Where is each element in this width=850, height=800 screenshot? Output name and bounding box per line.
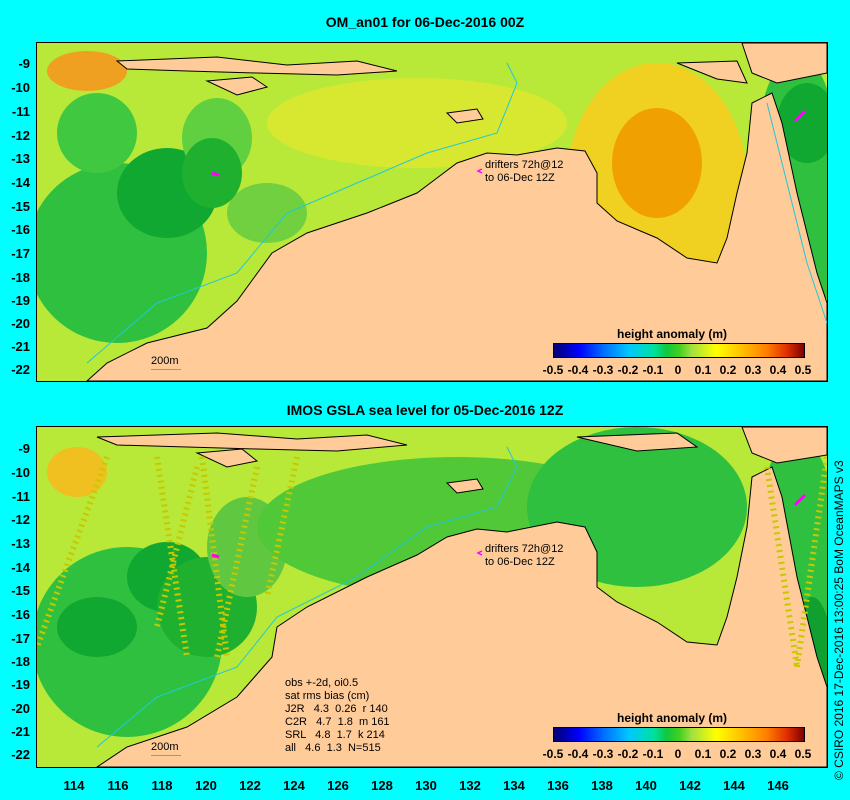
lat-label: -15: [11, 583, 30, 598]
lon-label: 146: [767, 778, 789, 793]
colorbar-tick: -0.2: [617, 363, 639, 377]
lon-label: 138: [591, 778, 613, 793]
colorbar-tick: 0.2: [719, 747, 737, 761]
colorbar-tick: -0.1: [642, 363, 664, 377]
lon-label: 128: [371, 778, 393, 793]
lat-label: -21: [11, 339, 30, 354]
colorbar-tick: -0.4: [567, 747, 589, 761]
lon-label: 122: [239, 778, 261, 793]
lat-label: -14: [11, 175, 30, 190]
lat-label: -22: [11, 747, 30, 762]
panel1-scale-label: 200m: [151, 355, 179, 367]
lat-label: -19: [11, 677, 30, 692]
lon-label: 118: [151, 778, 173, 793]
colorbar-tick: -0.3: [592, 747, 614, 761]
lat-label: -10: [11, 465, 30, 480]
lat-label: -18: [11, 270, 30, 285]
lat-label: -14: [11, 560, 30, 575]
lon-label: 140: [635, 778, 657, 793]
stats-line1: obs +-2d, oi0.5: [285, 677, 359, 689]
panel2-colorbar: [553, 727, 805, 742]
satellite-tracks: [37, 455, 827, 668]
stats-row: J2R 4.3 0.26 r 140: [285, 703, 388, 715]
lon-label: 120: [195, 778, 217, 793]
lon-label: 136: [547, 778, 569, 793]
colorbar-tick: -0.5: [542, 747, 564, 761]
lat-label: -16: [11, 607, 30, 622]
lat-label: -11: [11, 489, 30, 504]
lat-label: -22: [11, 362, 30, 377]
panel1-title: OM_an01 for 06-Dec-2016 00Z: [325, 14, 525, 30]
panel2-map: drifters 72h@12 to 06-Dec 12Z obs +-2d, …: [36, 426, 828, 768]
panel2-scale-label: 200m: [151, 741, 179, 753]
colorbar-tick: 0.3: [744, 363, 762, 377]
colorbar-tick: 0.1: [694, 747, 712, 761]
lat-label: -15: [11, 199, 30, 214]
lat-label: -21: [11, 724, 30, 739]
lon-label: 134: [503, 778, 525, 793]
colorbar-tick: 0.5: [794, 363, 812, 377]
colorbar-tick: 0: [674, 363, 682, 377]
colorbar-tick: 0: [674, 747, 682, 761]
lon-label: 124: [283, 778, 305, 793]
lat-label: -10: [11, 80, 30, 95]
stats-row: all 4.6 1.3 N=515: [285, 742, 381, 754]
lat-label: -20: [11, 316, 30, 331]
lon-label: 144: [723, 778, 745, 793]
colorbar-tick: -0.3: [592, 363, 614, 377]
panel1-colorbar-title: height anomaly (m): [617, 327, 728, 341]
credit-text: © CSIRO 2016 17-Dec-2016 13:00:25 BoM Oc…: [832, 460, 846, 780]
lat-label: -16: [11, 222, 30, 237]
colorbar-tick: 0.5: [794, 747, 812, 761]
lon-label: 130: [415, 778, 437, 793]
lat-label: -17: [11, 246, 30, 261]
lat-label: -12: [11, 128, 30, 143]
panel2-drifter-note-2: to 06-Dec 12Z: [485, 556, 555, 568]
lat-label: -19: [11, 293, 30, 308]
panel2-title: IMOS GSLA sea level for 05-Dec-2016 12Z: [286, 402, 564, 418]
stats-line2: sat rms bias (cm): [285, 690, 370, 702]
lon-label: 132: [459, 778, 481, 793]
lon-label: 126: [327, 778, 349, 793]
panel1-map: drifters 72h@12 to 06-Dec 12Z 200m heigh…: [36, 42, 828, 382]
colorbar-tick: 0.4: [769, 747, 787, 761]
panel1-drifter-note-2: to 06-Dec 12Z: [485, 172, 555, 184]
colorbar-tick: -0.2: [617, 747, 639, 761]
lon-label: 116: [107, 778, 129, 793]
colorbar-tick: 0.2: [719, 363, 737, 377]
lon-label: 114: [63, 778, 85, 793]
lat-label: -20: [11, 701, 30, 716]
colorbar-tick: -0.1: [642, 747, 664, 761]
panel1-colorbar: [553, 343, 805, 358]
lat-label: -13: [11, 151, 30, 166]
panel1-drifter-note-1: drifters 72h@12: [485, 159, 564, 171]
panel2-colorbar-title: height anomaly (m): [617, 711, 728, 725]
colorbar-tick: -0.4: [567, 363, 589, 377]
stats-row: C2R 4.7 1.8 m 161: [285, 716, 390, 728]
stats-row: SRL 4.8 1.7 k 214: [285, 729, 385, 741]
panel1-scale-line: [151, 369, 181, 370]
lat-label: -9: [18, 56, 30, 71]
lat-label: -9: [18, 441, 30, 456]
panel2-drifter-note-1: drifters 72h@12: [485, 543, 564, 555]
colorbar-tick: -0.5: [542, 363, 564, 377]
panel2-scale-line: [151, 755, 181, 756]
lon-label: 142: [679, 778, 701, 793]
lat-label: -13: [11, 536, 30, 551]
lat-label: -11: [11, 104, 30, 119]
lat-label: -18: [11, 654, 30, 669]
lat-label: -17: [11, 631, 30, 646]
lat-label: -12: [11, 512, 30, 527]
colorbar-tick: 0.3: [744, 747, 762, 761]
colorbar-tick: 0.4: [769, 363, 787, 377]
panel2-stats: obs +-2d, oi0.5 sat rms bias (cm) J2R 4.…: [285, 677, 390, 755]
colorbar-tick: 0.1: [694, 363, 712, 377]
